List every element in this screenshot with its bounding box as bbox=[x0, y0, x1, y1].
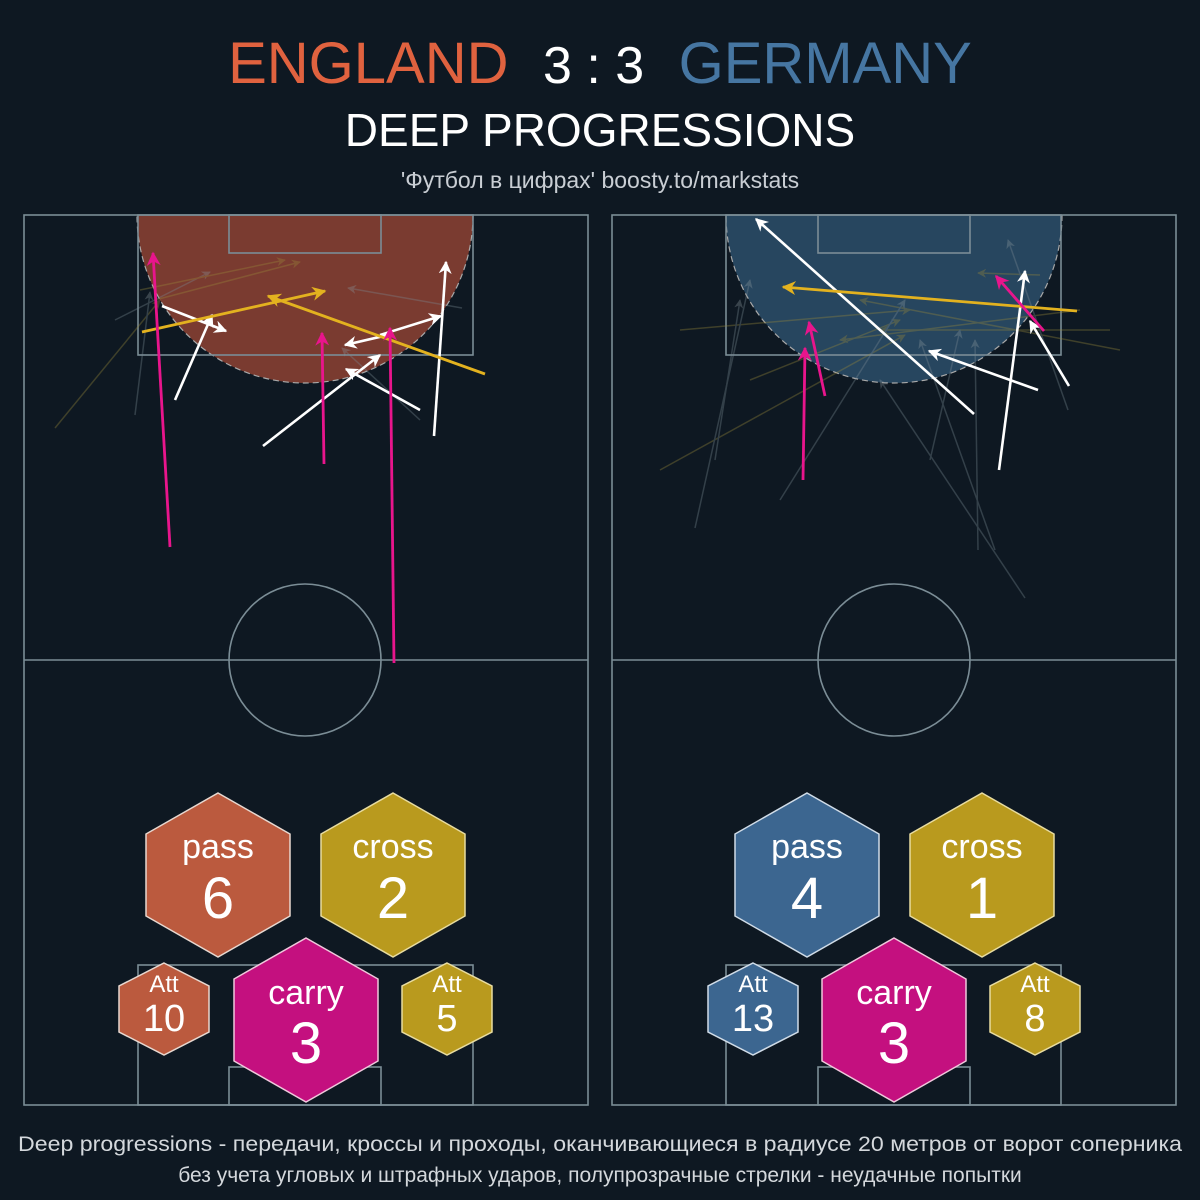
home-cross-attempts-hexagon: Att 5 bbox=[401, 962, 493, 1056]
cross-label: cross bbox=[352, 828, 433, 866]
failed-pass-arrow bbox=[114, 271, 211, 321]
away-carry-hexagon: carry 3 bbox=[821, 937, 967, 1103]
cross-attempts-label: Att bbox=[432, 971, 462, 998]
cross-arrow bbox=[141, 286, 327, 334]
cross-attempts-count: 8 bbox=[1024, 998, 1045, 1040]
six-yard-box-top bbox=[817, 214, 971, 254]
carry-arrow bbox=[994, 274, 1046, 332]
home-failed-attempts bbox=[54, 257, 463, 429]
pass-arrow bbox=[344, 367, 421, 412]
cross-attempts-label: Att bbox=[1020, 971, 1050, 998]
pass-arrow bbox=[1028, 319, 1071, 387]
hexagon-shape bbox=[821, 937, 967, 1103]
away-team-name: GERMANY bbox=[679, 31, 972, 96]
pass-arrow bbox=[161, 304, 228, 333]
failed-cross-arrow bbox=[679, 306, 911, 331]
home-carry-hexagon: carry 3 bbox=[233, 937, 379, 1103]
pass-attempts-label: Att bbox=[738, 971, 768, 998]
failed-pass-arrow bbox=[970, 339, 980, 551]
pass-arrow bbox=[262, 353, 382, 448]
carry-arrow bbox=[315, 331, 330, 465]
pass-label: pass bbox=[182, 828, 254, 866]
centre-circle bbox=[817, 583, 971, 737]
credit-line: 'Футбол в цифрах' boosty.to/markstats bbox=[401, 167, 799, 193]
away-pitch: pass 4 cross 1 carry 3 Att 13 Att 8 bbox=[611, 214, 1177, 1106]
carry-count: 3 bbox=[878, 1011, 910, 1076]
carry-arrow bbox=[383, 326, 398, 664]
home-stat-hexagons: pass 6 cross 2 carry 3 Att 10 Att 5 bbox=[118, 792, 493, 1103]
cross-count: 2 bbox=[377, 866, 409, 931]
hexagon-shape bbox=[989, 962, 1081, 1056]
failed-pass-arrow bbox=[918, 339, 996, 551]
cross-arrow bbox=[781, 281, 1078, 313]
away-stat-hexagons: pass 4 cross 1 carry 3 Att 13 Att 8 bbox=[707, 792, 1081, 1103]
home-pitch: pass 6 cross 2 carry 3 Att 10 Att 5 bbox=[23, 214, 589, 1106]
pass-count: 6 bbox=[202, 866, 234, 931]
hexagon-shape bbox=[233, 937, 379, 1103]
home-team-name: ENGLAND bbox=[228, 31, 508, 96]
cross-arrow bbox=[266, 293, 486, 376]
footnote-line-1: Deep progressions - передачи, кроссы и п… bbox=[18, 1133, 1182, 1156]
carry-label: carry bbox=[268, 974, 344, 1012]
failed-cross-arrow bbox=[659, 334, 906, 471]
away-pass-attempts-hexagon: Att 13 bbox=[707, 962, 799, 1056]
failed-cross-arrow bbox=[139, 257, 286, 291]
match-title: ENGLAND 3 : 3 GERMANY bbox=[228, 31, 972, 96]
pass-arrow bbox=[755, 218, 975, 415]
carry-label: carry bbox=[856, 974, 932, 1012]
failed-pass-arrow bbox=[694, 279, 753, 529]
home-cross-hexagon: cross 2 bbox=[320, 792, 466, 958]
pass-attempts-count: 13 bbox=[732, 998, 774, 1040]
failed-cross-arrow bbox=[749, 318, 901, 381]
carry-arrow bbox=[146, 251, 172, 548]
away-successful-crosses bbox=[781, 281, 1078, 313]
hexagon-shape bbox=[734, 792, 880, 958]
home-successful-carries bbox=[146, 251, 398, 664]
hexagon-shape bbox=[707, 962, 799, 1056]
failed-cross-arrow bbox=[54, 299, 161, 429]
failed-cross-arrow bbox=[839, 309, 1081, 344]
centre-circle bbox=[228, 583, 382, 737]
carry-arrow bbox=[797, 346, 812, 481]
pass-arrow bbox=[173, 313, 214, 401]
six-yard-box-top bbox=[228, 214, 382, 254]
cross-attempts-count: 5 bbox=[436, 998, 457, 1040]
home-pass-attempts-hexagon: Att 10 bbox=[118, 962, 210, 1056]
failed-pass-arrow bbox=[714, 299, 744, 461]
hexagon-shape bbox=[320, 792, 466, 958]
failed-cross-arrow bbox=[154, 259, 301, 301]
pass-count: 4 bbox=[791, 866, 823, 931]
home-successful-crosses bbox=[141, 286, 486, 376]
subtitle: DEEP PROGRESSIONS bbox=[345, 104, 855, 156]
away-successful-carries bbox=[797, 274, 1046, 481]
cross-count: 1 bbox=[966, 866, 998, 931]
match-score: 3 : 3 bbox=[543, 37, 644, 95]
cross-label: cross bbox=[941, 828, 1022, 866]
pass-attempts-count: 10 bbox=[143, 998, 185, 1040]
away-failed-attempts bbox=[659, 239, 1121, 599]
hexagon-shape bbox=[118, 962, 210, 1056]
hexagon-shape bbox=[909, 792, 1055, 958]
failed-pass-arrow bbox=[341, 347, 421, 421]
pass-arrow bbox=[432, 260, 452, 437]
failed-pass-arrow bbox=[879, 379, 1026, 599]
hexagon-shape bbox=[145, 792, 291, 958]
away-pass-hexagon: pass 4 bbox=[734, 792, 880, 958]
pass-attempts-label: Att bbox=[149, 971, 179, 998]
carry-count: 3 bbox=[290, 1011, 322, 1076]
home-pass-hexagon: pass 6 bbox=[145, 792, 291, 958]
failed-pass-arrow bbox=[929, 329, 963, 461]
hexagon-shape bbox=[401, 962, 493, 1056]
away-cross-hexagon: cross 1 bbox=[909, 792, 1055, 958]
carry-arrow bbox=[804, 320, 827, 397]
failed-pass-arrow bbox=[134, 291, 154, 416]
away-cross-attempts-hexagon: Att 8 bbox=[989, 962, 1081, 1056]
pass-arrow bbox=[927, 348, 1039, 392]
pass-label: pass bbox=[771, 828, 843, 866]
footnote-line-2: без учета угловых и штрафных ударов, пол… bbox=[178, 1164, 1022, 1187]
